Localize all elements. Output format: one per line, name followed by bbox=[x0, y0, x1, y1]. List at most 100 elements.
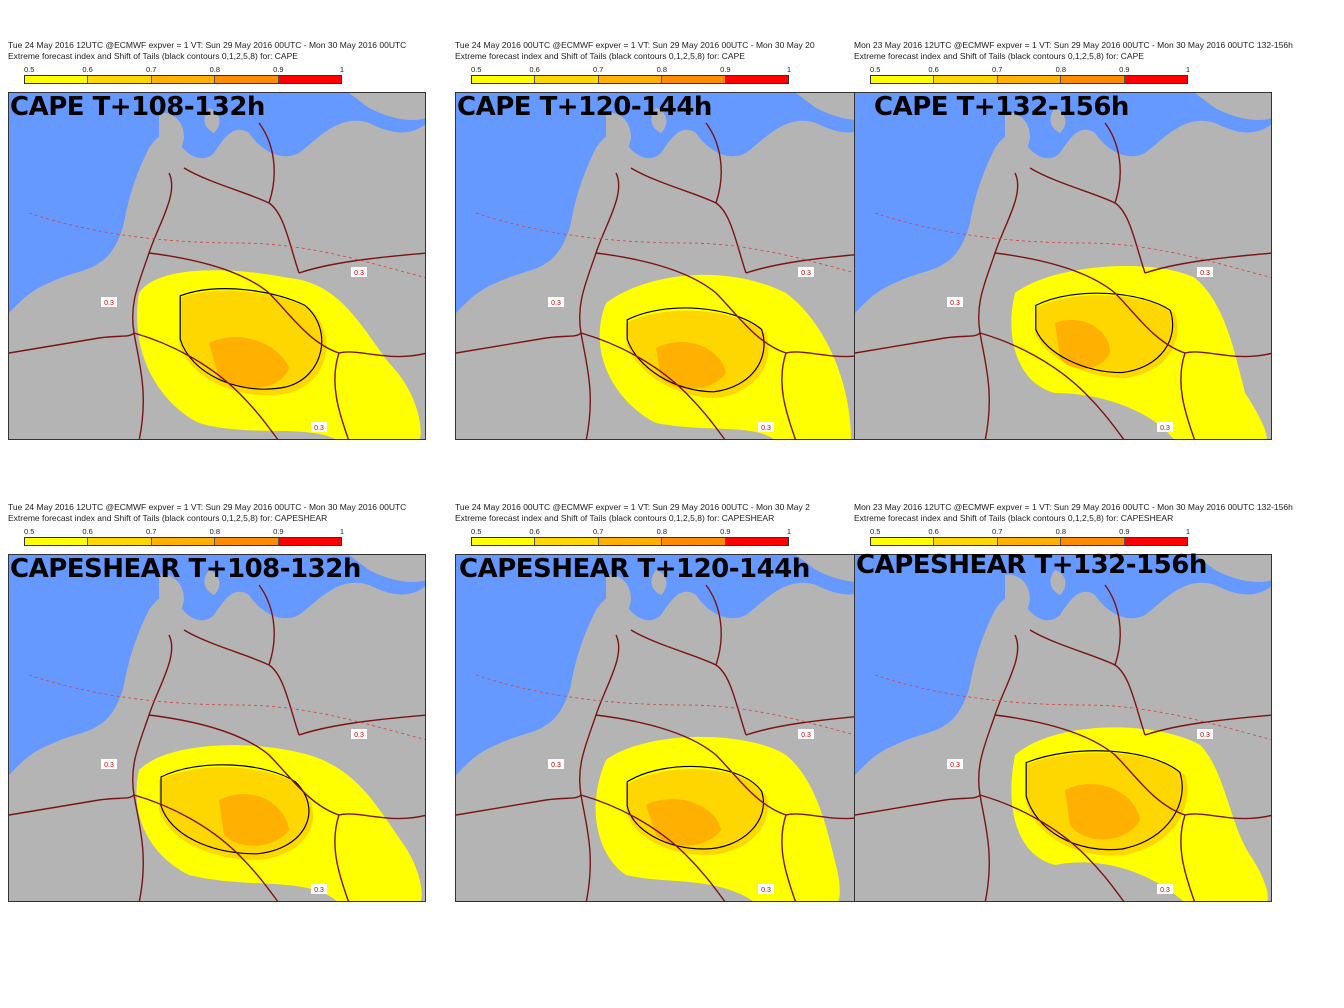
colorbar-swatch bbox=[88, 76, 152, 83]
contour-label-bg bbox=[548, 297, 564, 307]
colorbar-ticks: 0.5 0.6 0.7 0.8 0.9 1 bbox=[870, 527, 1191, 537]
colorbar-swatch bbox=[997, 76, 1062, 83]
colorbar-tick-label: 0.9 bbox=[720, 65, 731, 74]
colorbar-tick-label: 0.8 bbox=[209, 65, 221, 74]
country-border bbox=[9, 794, 135, 816]
country-border bbox=[1180, 352, 1196, 439]
sweden-land bbox=[1195, 93, 1271, 120]
contour-label-bg bbox=[947, 297, 963, 307]
colorbar-tick-label: 0.8 bbox=[1055, 65, 1067, 74]
contour-label: 0.3 bbox=[101, 297, 117, 307]
efi-area-0.7 bbox=[656, 342, 726, 389]
contour-label-text: 0.3 bbox=[551, 300, 561, 307]
contour-label-text: 0.3 bbox=[314, 887, 324, 894]
contour-label-bg bbox=[1197, 729, 1213, 739]
north-sea-baltic bbox=[456, 555, 872, 775]
efi-area-0.7 bbox=[219, 794, 289, 846]
panel-header-line2: Extreme forecast index and Shift of Tail… bbox=[854, 51, 1144, 61]
colorbar-tick-label: 0.7 bbox=[592, 65, 604, 74]
sweden-land bbox=[349, 93, 425, 120]
contour-label: 0.3 bbox=[1197, 729, 1213, 739]
colorbar-tick-label: 0.7 bbox=[592, 527, 604, 536]
panel-title-overlay: CAPE T+108-132h bbox=[10, 92, 265, 122]
danish-island bbox=[1050, 570, 1066, 595]
country-border bbox=[595, 252, 787, 354]
contour-label-text: 0.3 bbox=[761, 425, 771, 432]
country-border bbox=[298, 714, 425, 736]
contour-label-bg bbox=[758, 884, 774, 894]
contour-label-text: 0.3 bbox=[801, 270, 811, 277]
efi-0.3-contour bbox=[475, 674, 872, 740]
sweden-land bbox=[1195, 555, 1271, 582]
sot-contour bbox=[1035, 292, 1174, 374]
colorbar-tick-label: 0.6 bbox=[928, 527, 939, 536]
colorbar-strip bbox=[24, 75, 342, 84]
contour-label: 0.3 bbox=[548, 759, 564, 769]
colorbar-strip bbox=[471, 537, 789, 546]
colorbar-swatch bbox=[662, 76, 726, 83]
efi-area-0.7 bbox=[209, 337, 289, 389]
contour-label-text: 0.3 bbox=[104, 300, 114, 307]
colorbar-tick-label: 0.6 bbox=[529, 527, 540, 536]
contour-label: 0.3 bbox=[101, 759, 117, 769]
contour-label-text: 0.3 bbox=[354, 270, 364, 277]
colorbar-tick-label: 0.9 bbox=[273, 65, 284, 74]
country-border bbox=[298, 252, 425, 274]
panel-header-line1: Tue 24 May 2016 12UTC @ECMWF expver = 1 … bbox=[8, 502, 407, 512]
denmark-land bbox=[159, 112, 184, 173]
denmark-land bbox=[159, 574, 184, 635]
efi-0.3-contour bbox=[874, 212, 1271, 278]
colorbar-strip bbox=[471, 75, 789, 84]
colorbar-tick-label: 1 bbox=[1185, 527, 1191, 536]
colorbar-tick-label: 0.7 bbox=[145, 65, 157, 74]
colorbar-swatch bbox=[278, 538, 342, 545]
colorbar-ticks: 0.5 0.6 0.7 0.8 0.9 1 bbox=[24, 65, 344, 75]
panel-title-overlay: CAPESHEAR T+120-144h bbox=[459, 554, 810, 584]
contour-label-text: 0.3 bbox=[1200, 732, 1210, 739]
panel-header-line1: Tue 24 May 2016 00UTC @ECMWF expver = 1 … bbox=[455, 40, 815, 50]
colorbar-tick-label: 0.5 bbox=[471, 65, 482, 74]
colorbar-swatch bbox=[997, 538, 1062, 545]
country-border bbox=[705, 584, 722, 666]
colorbar-tick-label: 1 bbox=[786, 527, 792, 536]
north-sea-baltic bbox=[9, 93, 425, 313]
contour-label: 0.3 bbox=[1157, 884, 1173, 894]
country-border bbox=[1104, 122, 1121, 204]
map-canvas: 0.3 0.3 0.3 bbox=[855, 93, 1271, 439]
contour-label-bg bbox=[758, 422, 774, 432]
contour-label: 0.3 bbox=[947, 759, 963, 769]
colorbar-ticks: 0.5 0.6 0.7 0.8 0.9 1 bbox=[471, 65, 791, 75]
country-border bbox=[258, 122, 275, 204]
country-border bbox=[580, 794, 726, 901]
contour-label: 0.3 bbox=[311, 422, 327, 432]
contour-label-text: 0.3 bbox=[1160, 425, 1170, 432]
contour-label: 0.3 bbox=[1157, 422, 1173, 432]
country-border bbox=[979, 332, 1125, 439]
danish-island bbox=[651, 108, 667, 133]
country-border bbox=[338, 351, 425, 358]
panel-header-line2: Extreme forecast index and Shift of Tail… bbox=[8, 51, 298, 61]
colorbar-swatch bbox=[151, 76, 216, 83]
contour-label-bg bbox=[351, 267, 367, 277]
country-border bbox=[1144, 252, 1271, 274]
panel-header-line1: Tue 24 May 2016 12UTC @ECMWF expver = 1 … bbox=[8, 40, 407, 50]
colorbar-swatch bbox=[1124, 538, 1188, 545]
country-border bbox=[855, 332, 981, 354]
contour-label: 0.3 bbox=[311, 884, 327, 894]
country-border bbox=[705, 122, 722, 204]
colorbar-swatch bbox=[934, 538, 998, 545]
map-canvas: 0.3 0.3 0.3 bbox=[456, 93, 872, 439]
colorbar-tick-label: 0.7 bbox=[145, 527, 157, 536]
colorbar-swatch bbox=[151, 538, 216, 545]
colorbar-tick-label: 0.9 bbox=[1119, 65, 1130, 74]
contour-label-bg bbox=[947, 759, 963, 769]
efi-area-0.7 bbox=[646, 799, 721, 846]
country-border bbox=[979, 794, 1125, 901]
colorbar-tick-label: 0.9 bbox=[1119, 527, 1130, 536]
sot-contour bbox=[1025, 750, 1183, 851]
efi-colorbar: 0.5 0.6 0.7 0.8 0.9 1 bbox=[24, 65, 344, 87]
colorbar-tick-label: 0.5 bbox=[24, 527, 35, 536]
sot-contour bbox=[626, 307, 765, 393]
danish-island bbox=[204, 570, 220, 595]
country-border bbox=[131, 634, 173, 901]
